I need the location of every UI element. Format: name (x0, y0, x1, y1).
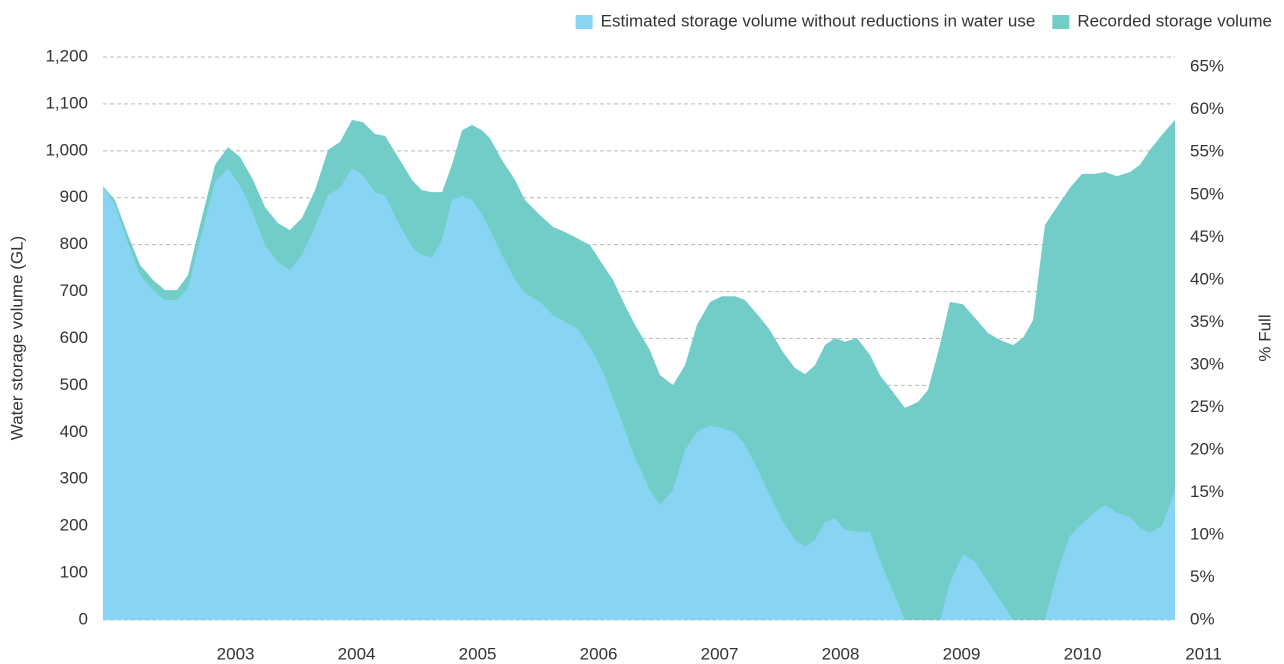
x-tick-label: 2004 (338, 644, 376, 663)
x-tick-label: 2005 (459, 644, 497, 663)
y-tick-label: 200 (60, 516, 88, 535)
y-tick-label: 400 (60, 422, 88, 441)
y-tick-label: 500 (60, 375, 88, 394)
y2-tick-label: 65% (1190, 57, 1224, 76)
y-tick-label: 100 (60, 563, 88, 582)
x-tick-label: 2011 (1185, 644, 1222, 663)
y-tick-label: 600 (60, 328, 88, 347)
y-tick-label: 1,100 (45, 93, 88, 112)
legend-label: Estimated storage volume without reducti… (601, 11, 1036, 30)
y-axis-label: Water storage volume (GL) (7, 236, 26, 440)
y2-tick-label: 15% (1190, 482, 1224, 501)
y2-tick-label: 20% (1190, 439, 1224, 458)
y-tick-label: 1,000 (45, 140, 88, 159)
y2-tick-label: 40% (1190, 269, 1224, 288)
legend-label: Recorded storage volume (1077, 11, 1272, 30)
legend-swatch (1052, 15, 1070, 29)
y2-tick-label: 10% (1190, 524, 1224, 543)
y2-tick-label: 45% (1190, 227, 1224, 246)
y2-tick-label: 55% (1190, 142, 1224, 161)
y-tick-label: 900 (60, 187, 88, 206)
x-tick-label: 2008 (822, 644, 860, 663)
y-tick-label: 1,200 (45, 46, 88, 65)
y2-tick-label: 0% (1190, 609, 1215, 628)
x-tick-label: 2009 (943, 644, 981, 663)
x-tick-label: 2007 (701, 644, 739, 663)
y-tick-label: 700 (60, 281, 88, 300)
areas (103, 119, 1175, 620)
x-tick-label: 2010 (1064, 644, 1102, 663)
y2-axis-label: % Full (1255, 314, 1274, 361)
y2-tick-label: 5% (1190, 567, 1215, 586)
y2-tick-label: 30% (1190, 354, 1224, 373)
y2-tick-label: 60% (1190, 99, 1224, 118)
x-tick-label: 2003 (217, 644, 255, 663)
y2-tick-label: 35% (1190, 312, 1224, 331)
y2-tick-label: 50% (1190, 184, 1224, 203)
y2-tick-label: 25% (1190, 397, 1224, 416)
x-tick-label: 2006 (580, 644, 618, 663)
y-tick-label: 0 (79, 609, 88, 628)
y-tick-label: 300 (60, 469, 88, 488)
area (103, 168, 1175, 620)
y-tick-label: 800 (60, 234, 88, 253)
legend-swatch (575, 15, 593, 29)
